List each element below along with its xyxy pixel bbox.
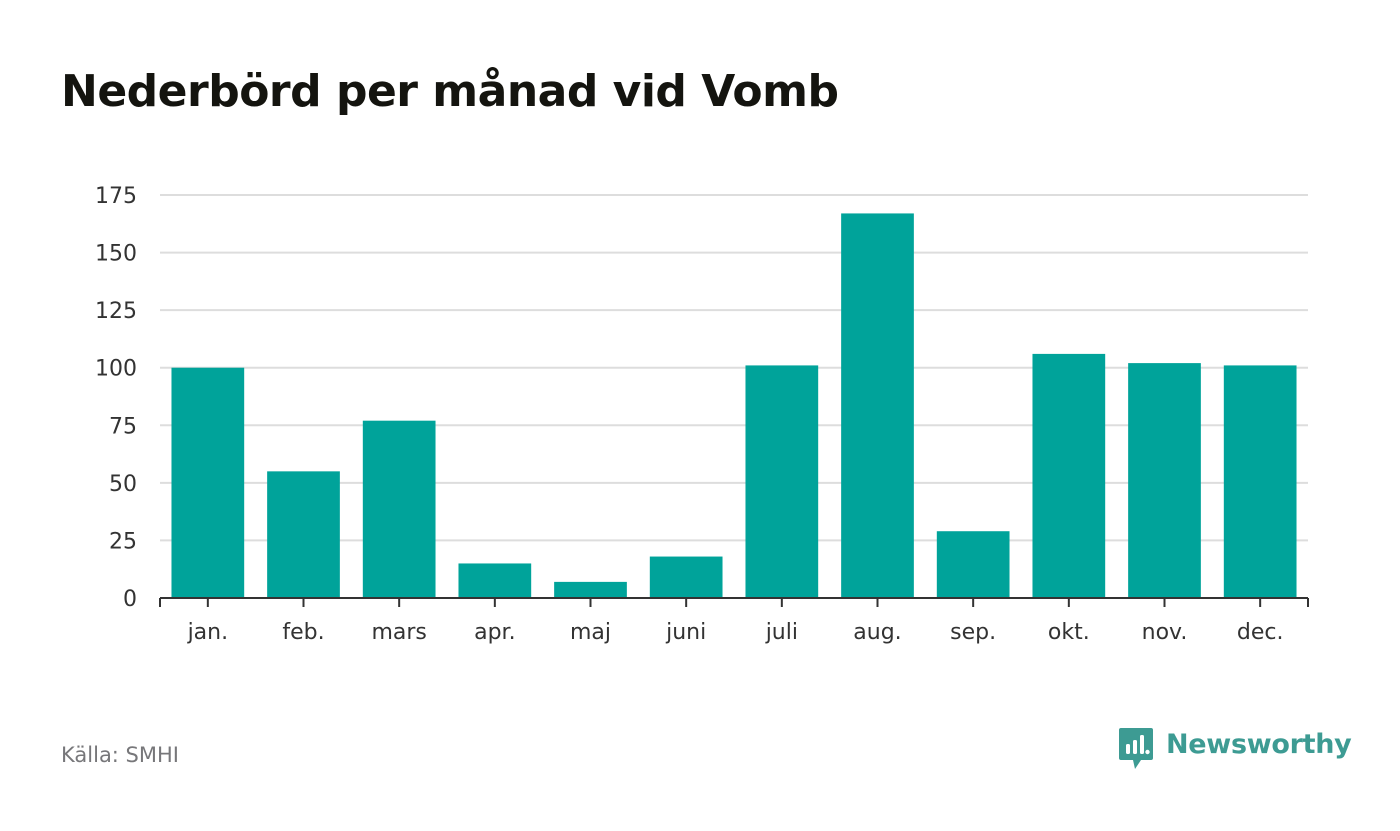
- bar-maj: [554, 581, 627, 598]
- source-note: Källa: SMHI: [61, 743, 179, 767]
- brand-name: Newsworthy: [1166, 729, 1352, 760]
- y-tick-label: 0: [123, 587, 137, 612]
- bar-feb: [267, 471, 340, 598]
- bar-juni: [649, 556, 723, 598]
- x-tick-label: okt.: [1048, 620, 1090, 645]
- x-tick-label: juni: [665, 620, 706, 645]
- y-tick-label: 75: [109, 414, 137, 439]
- chart-title: Nederbörd per månad vid Vomb: [61, 66, 839, 117]
- x-tick-label: juli: [765, 620, 798, 645]
- newsworthy-logo-icon: [1119, 728, 1153, 769]
- x-axis: [159, 597, 1309, 607]
- bar-mars: [362, 420, 436, 598]
- y-tick-label: 125: [95, 299, 137, 324]
- y-axis-tick-labels: 0 25 50 75 100 125 150 175: [95, 184, 137, 612]
- bar-apr: [458, 563, 532, 598]
- x-tick-label: feb.: [282, 620, 324, 645]
- x-tick-label: maj: [570, 620, 611, 645]
- x-tick-label: nov.: [1142, 620, 1188, 645]
- x-tick-label: jan.: [187, 620, 229, 645]
- x-tick-label: aug.: [853, 620, 901, 645]
- x-tick-label: sep.: [950, 620, 996, 645]
- bar-okt: [1032, 353, 1106, 598]
- y-tick-label: 175: [95, 184, 137, 209]
- bar-nov: [1128, 363, 1201, 598]
- bar-sep: [936, 531, 1010, 598]
- y-tick-label: 150: [95, 242, 137, 267]
- x-tick-label: mars: [371, 620, 426, 645]
- x-axis-tick-labels: jan. feb. mars apr. maj juni juli aug. sep. okt. n…: [187, 620, 1284, 645]
- bar-jan: [171, 367, 245, 598]
- y-tick-label: 25: [109, 529, 137, 554]
- bar-juli: [745, 365, 819, 598]
- y-tick-label: 50: [109, 472, 137, 497]
- brand-logo: Newsworthy: [1118, 727, 1352, 771]
- bar-dec: [1223, 365, 1297, 598]
- bars: [171, 213, 1297, 598]
- bar-aug: [841, 213, 914, 598]
- x-tick-label: dec.: [1237, 620, 1284, 645]
- gridlines: [160, 194, 1308, 542]
- y-tick-label: 100: [95, 357, 137, 382]
- x-tick-label: apr.: [474, 620, 515, 645]
